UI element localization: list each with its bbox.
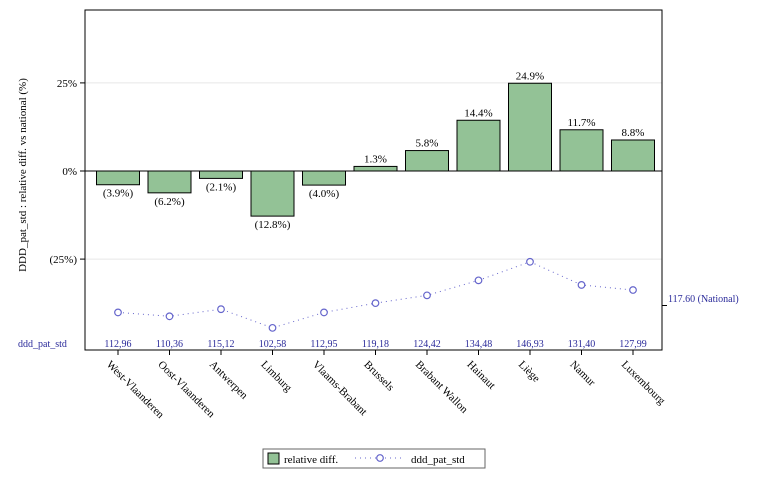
bar bbox=[405, 150, 449, 172]
line-point bbox=[577, 281, 586, 289]
bar-value-label: 14.4% bbox=[464, 107, 492, 119]
bar-value-label: (12.8%) bbox=[255, 219, 291, 231]
plot-frame bbox=[84, 9, 663, 351]
bar bbox=[611, 139, 655, 172]
bar-value-label: 5.8% bbox=[416, 138, 439, 150]
bar bbox=[353, 165, 398, 172]
line-point bbox=[474, 276, 483, 285]
bar bbox=[559, 129, 604, 172]
bar-value-label: (6.2%) bbox=[154, 196, 185, 208]
legend-swatch-bar bbox=[267, 452, 280, 465]
legend: relative diff. ddd_pat_std bbox=[262, 448, 486, 469]
bar-value-label: 1.3% bbox=[364, 153, 387, 165]
row-value: 146,93 bbox=[516, 339, 544, 350]
line-series bbox=[114, 257, 637, 332]
reference-label: 117.60 (National) bbox=[668, 294, 739, 305]
bar-value-label: (3.9%) bbox=[103, 188, 134, 200]
bar bbox=[147, 170, 192, 194]
y-tick-label: (25%) bbox=[50, 254, 78, 266]
bar-value-label: 24.9% bbox=[516, 70, 544, 82]
gridlines bbox=[85, 82, 662, 260]
y-tick-label: 0% bbox=[62, 166, 77, 178]
line-point bbox=[629, 286, 637, 294]
row-value: 112,95 bbox=[310, 339, 337, 350]
bar bbox=[250, 170, 295, 217]
row-value: 124,42 bbox=[413, 339, 441, 350]
line-point bbox=[423, 291, 431, 300]
line-point bbox=[371, 299, 380, 308]
row-value: 102,58 bbox=[259, 339, 287, 350]
legend-swatch-marker bbox=[376, 454, 384, 462]
bar-value-label: 8.8% bbox=[622, 127, 645, 139]
legend-label-bar: relative diff. bbox=[284, 454, 338, 466]
bar-labels: (3.9%) (6.2%) (2.1%) (12.8%) (4.0%) 1.3% 5.8% 1… bbox=[103, 70, 645, 231]
row-value: 119,18 bbox=[362, 339, 389, 350]
row-value: 110,36 bbox=[156, 339, 183, 350]
bar bbox=[199, 170, 243, 179]
row-value: 134,48 bbox=[465, 339, 493, 350]
line-point bbox=[114, 308, 122, 317]
axes bbox=[80, 9, 667, 355]
line-point bbox=[268, 323, 277, 332]
bar-value-label: (2.1%) bbox=[206, 181, 237, 193]
y-tick-label: 25% bbox=[57, 78, 77, 90]
bars bbox=[85, 82, 662, 217]
row-value: 131,40 bbox=[568, 339, 596, 350]
y-axis-label: DDD_pat_std : relative diff. vs national… bbox=[17, 78, 29, 272]
bar-value-label: (4.0%) bbox=[309, 188, 340, 200]
legend-label-line: ddd_pat_std bbox=[411, 454, 465, 466]
line-point bbox=[526, 257, 534, 266]
bar bbox=[508, 82, 552, 172]
bar-value-label: 11.7% bbox=[567, 117, 595, 129]
row-value: 115,12 bbox=[207, 339, 234, 350]
y-tick-labels: 25% 0% (25%) bbox=[50, 78, 78, 266]
row-label: ddd_pat_std bbox=[18, 339, 67, 350]
row-value: 127,99 bbox=[619, 339, 647, 350]
bar bbox=[96, 170, 140, 186]
bar bbox=[456, 119, 501, 172]
line-point bbox=[217, 305, 225, 314]
legend-box bbox=[262, 448, 486, 469]
bar bbox=[302, 170, 346, 186]
row-value: 112,96 bbox=[104, 339, 131, 350]
value-row: 112,96 110,36 115,12 102,58 112,95 119,18 124,… bbox=[104, 339, 646, 350]
line-point bbox=[320, 308, 328, 317]
line-point bbox=[165, 312, 174, 321]
